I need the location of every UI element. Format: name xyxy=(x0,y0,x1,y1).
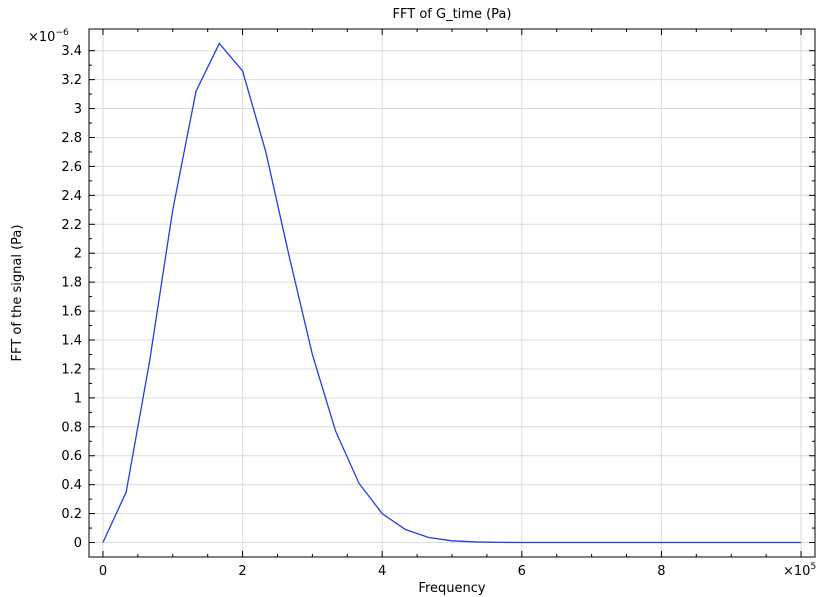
x-tick-label: 0 xyxy=(99,564,107,579)
x-tick-label: 8 xyxy=(657,564,665,579)
y-tick-label: 3.2 xyxy=(61,73,82,88)
x-tick-label: 4 xyxy=(378,564,386,579)
y-axis-title: FFT of the signal (Pa) xyxy=(10,225,25,362)
y-multiplier-exponent: −6 xyxy=(55,28,69,38)
axis-ticks xyxy=(89,29,815,557)
svg-text:×10−6: ×10−6 xyxy=(28,28,69,45)
y-tick-label: 2.4 xyxy=(61,189,82,204)
x-tick-labels: 0 2 4 6 8 xyxy=(99,564,666,579)
y-tick-label: 3 xyxy=(74,102,82,117)
y-tick-label: 1.4 xyxy=(61,334,82,349)
x-multiplier-base: ×10 xyxy=(783,564,810,579)
y-tick-label: 1.8 xyxy=(61,276,82,291)
y-tick-label: 3.4 xyxy=(61,44,82,59)
chart-title: FFT of G_time (Pa) xyxy=(393,7,512,22)
x-tick-label: 6 xyxy=(518,564,526,579)
y-tick-label: 0 xyxy=(74,536,82,551)
y-tick-label: 1 xyxy=(74,391,82,406)
y-tick-label: 2.6 xyxy=(61,160,82,175)
y-tick-label: 1.6 xyxy=(61,305,82,320)
fft-series-line xyxy=(102,42,802,544)
x-multiplier-exponent: 5 xyxy=(810,562,816,572)
x-axis-title: Frequency xyxy=(418,581,485,596)
grid-lines xyxy=(89,29,815,557)
y-tick-label: 2.8 xyxy=(61,131,82,146)
y-tick-labels: 0 0.2 0.4 0.6 0.8 1 1.2 1.4 1.6 1.8 2 2.2 2.4 2.6 2.8 3… xyxy=(61,44,82,551)
x-tick-label: 2 xyxy=(238,564,246,579)
svg-text:×105: ×105 xyxy=(783,562,816,579)
y-tick-label: 2.2 xyxy=(61,218,82,233)
series-layer xyxy=(102,42,802,544)
y-tick-label: 0.2 xyxy=(61,507,82,522)
y-tick-label: 1.2 xyxy=(61,362,82,377)
y-tick-label: 2 xyxy=(74,247,82,262)
y-multiplier-base: ×10 xyxy=(28,30,55,45)
y-tick-label: 0.8 xyxy=(61,420,82,435)
x-axis-multiplier: ×105 xyxy=(783,562,816,579)
y-tick-label: 0.6 xyxy=(61,449,82,464)
y-tick-label: 0.4 xyxy=(61,478,82,493)
y-axis-multiplier: ×10−6 xyxy=(28,28,69,45)
